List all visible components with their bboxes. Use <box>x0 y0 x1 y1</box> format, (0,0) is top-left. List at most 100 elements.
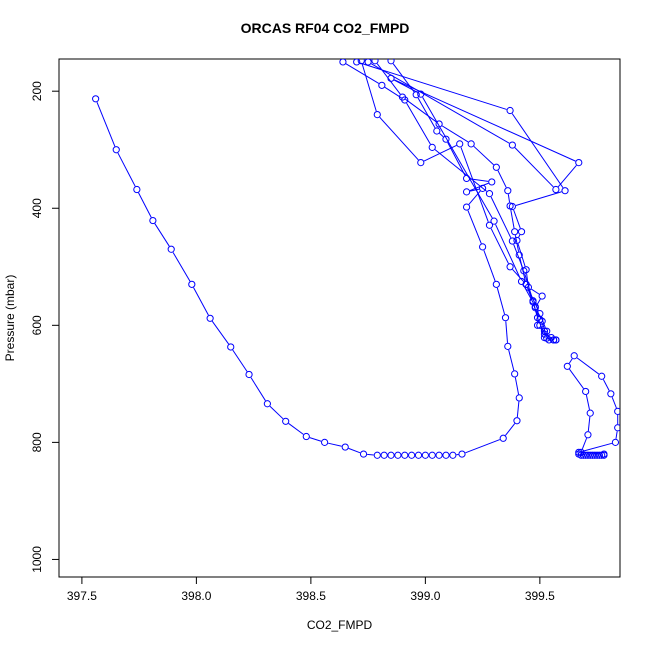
data-point <box>513 417 521 425</box>
series-segment <box>117 152 136 187</box>
data-point <box>373 111 381 119</box>
series-segment <box>536 298 541 305</box>
series-segment <box>582 442 613 452</box>
y-tick-label: 600 <box>30 315 44 335</box>
data-point <box>517 228 526 236</box>
data-point <box>380 451 388 459</box>
data-point <box>167 245 175 253</box>
series-segment <box>348 447 361 454</box>
data-point <box>607 390 615 398</box>
data-point <box>458 450 466 458</box>
series-segment <box>581 437 588 450</box>
series-1 <box>92 59 523 459</box>
series-segment <box>569 368 584 389</box>
data-point <box>401 96 409 104</box>
series-segment <box>576 357 600 375</box>
data-point <box>508 141 516 149</box>
series-segment <box>505 423 516 436</box>
series-segment <box>417 97 436 129</box>
series-segment <box>539 327 543 330</box>
series-layer <box>92 59 620 459</box>
data-point <box>552 336 560 344</box>
series-segment <box>467 210 482 244</box>
data-point <box>588 451 597 459</box>
series-segment <box>513 244 524 268</box>
data-point <box>506 263 514 271</box>
data-point <box>378 81 386 89</box>
series-segment <box>518 234 521 238</box>
data-point <box>462 203 471 211</box>
series-segment <box>490 228 509 264</box>
data-point <box>584 451 592 459</box>
x-tick-label: 399.0 <box>410 589 440 603</box>
data-point <box>263 400 271 408</box>
series-segment <box>587 416 591 432</box>
data-point <box>462 188 471 196</box>
data-point <box>321 438 329 446</box>
data-point <box>353 59 361 66</box>
series-segment <box>507 194 511 203</box>
data-point <box>371 59 379 65</box>
series-segment <box>483 250 496 282</box>
data-point <box>538 317 546 325</box>
data-point <box>387 59 395 65</box>
data-point <box>479 184 487 192</box>
data-point <box>614 407 620 415</box>
data-point <box>575 159 583 167</box>
x-tick-label: 399.5 <box>525 589 555 603</box>
series-segment <box>96 101 116 147</box>
data-point <box>479 243 487 251</box>
series-4 <box>353 59 569 335</box>
series-segment <box>512 269 525 283</box>
data-point <box>401 451 409 459</box>
series-segment <box>508 349 515 371</box>
data-point <box>442 451 450 459</box>
series-segment <box>393 79 418 93</box>
data-point <box>485 221 494 229</box>
series-segment <box>384 86 402 99</box>
series-segment <box>517 243 526 267</box>
data-point <box>520 267 528 275</box>
data-point <box>149 216 157 225</box>
series-segment <box>602 379 610 391</box>
x-tick-label: 398.5 <box>296 589 326 603</box>
series-segment <box>557 165 577 188</box>
y-tick-label: 1000 <box>30 546 44 573</box>
data-point <box>302 432 310 441</box>
data-point <box>515 394 523 402</box>
data-point <box>92 95 100 103</box>
data-point <box>442 135 450 143</box>
series-segment <box>269 405 284 420</box>
data-point <box>282 417 290 425</box>
data-point <box>563 362 571 370</box>
data-point <box>511 228 519 236</box>
data-point <box>492 163 500 171</box>
series-segment <box>441 125 469 143</box>
data-point <box>531 302 539 311</box>
data-point <box>577 448 585 456</box>
series-segment <box>497 170 507 188</box>
series-segment <box>328 442 342 447</box>
data-point <box>188 280 196 288</box>
data-point <box>591 451 599 459</box>
series-segment <box>514 147 554 188</box>
data-point <box>552 185 560 194</box>
data-point <box>339 59 347 66</box>
chart-title: ORCAS RF04 CO2_FMPD <box>240 20 410 36</box>
series-segment <box>540 316 546 328</box>
plot-frame <box>58 58 621 578</box>
series-segment <box>406 102 431 145</box>
data-point <box>538 292 546 300</box>
data-point <box>359 450 368 458</box>
series-segment <box>376 63 401 95</box>
series-segment <box>250 377 266 401</box>
data-point <box>387 451 395 459</box>
series-segment <box>469 182 489 192</box>
series-segment <box>505 321 509 343</box>
data-point <box>428 143 436 151</box>
data-point <box>490 217 498 225</box>
data-point <box>501 314 510 322</box>
series-segment <box>542 324 547 335</box>
data-point <box>488 178 496 186</box>
